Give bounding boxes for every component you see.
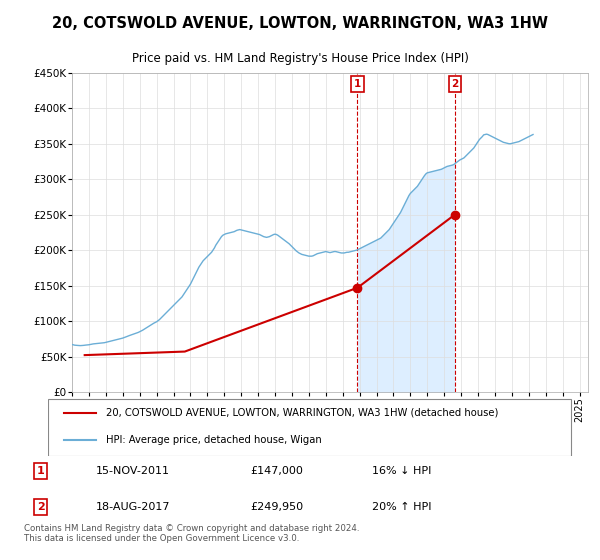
Text: £147,000: £147,000 xyxy=(250,466,303,476)
Text: 1: 1 xyxy=(37,466,44,476)
Text: 16% ↓ HPI: 16% ↓ HPI xyxy=(372,466,431,476)
Text: 20, COTSWOLD AVENUE, LOWTON, WARRINGTON, WA3 1HW: 20, COTSWOLD AVENUE, LOWTON, WARRINGTON,… xyxy=(52,16,548,31)
Text: 1: 1 xyxy=(354,79,361,89)
Text: Contains HM Land Registry data © Crown copyright and database right 2024.
This d: Contains HM Land Registry data © Crown c… xyxy=(24,524,359,543)
Text: Price paid vs. HM Land Registry's House Price Index (HPI): Price paid vs. HM Land Registry's House … xyxy=(131,53,469,66)
Text: 20% ↑ HPI: 20% ↑ HPI xyxy=(372,502,431,512)
Text: 2: 2 xyxy=(451,79,458,89)
Text: 2: 2 xyxy=(37,502,44,512)
Text: 15-NOV-2011: 15-NOV-2011 xyxy=(96,466,170,476)
Text: HPI: Average price, detached house, Wigan: HPI: Average price, detached house, Wiga… xyxy=(106,435,322,445)
Text: 20, COTSWOLD AVENUE, LOWTON, WARRINGTON, WA3 1HW (detached house): 20, COTSWOLD AVENUE, LOWTON, WARRINGTON,… xyxy=(106,408,499,418)
FancyBboxPatch shape xyxy=(48,399,571,456)
Text: 18-AUG-2017: 18-AUG-2017 xyxy=(96,502,170,512)
Text: £249,950: £249,950 xyxy=(250,502,304,512)
